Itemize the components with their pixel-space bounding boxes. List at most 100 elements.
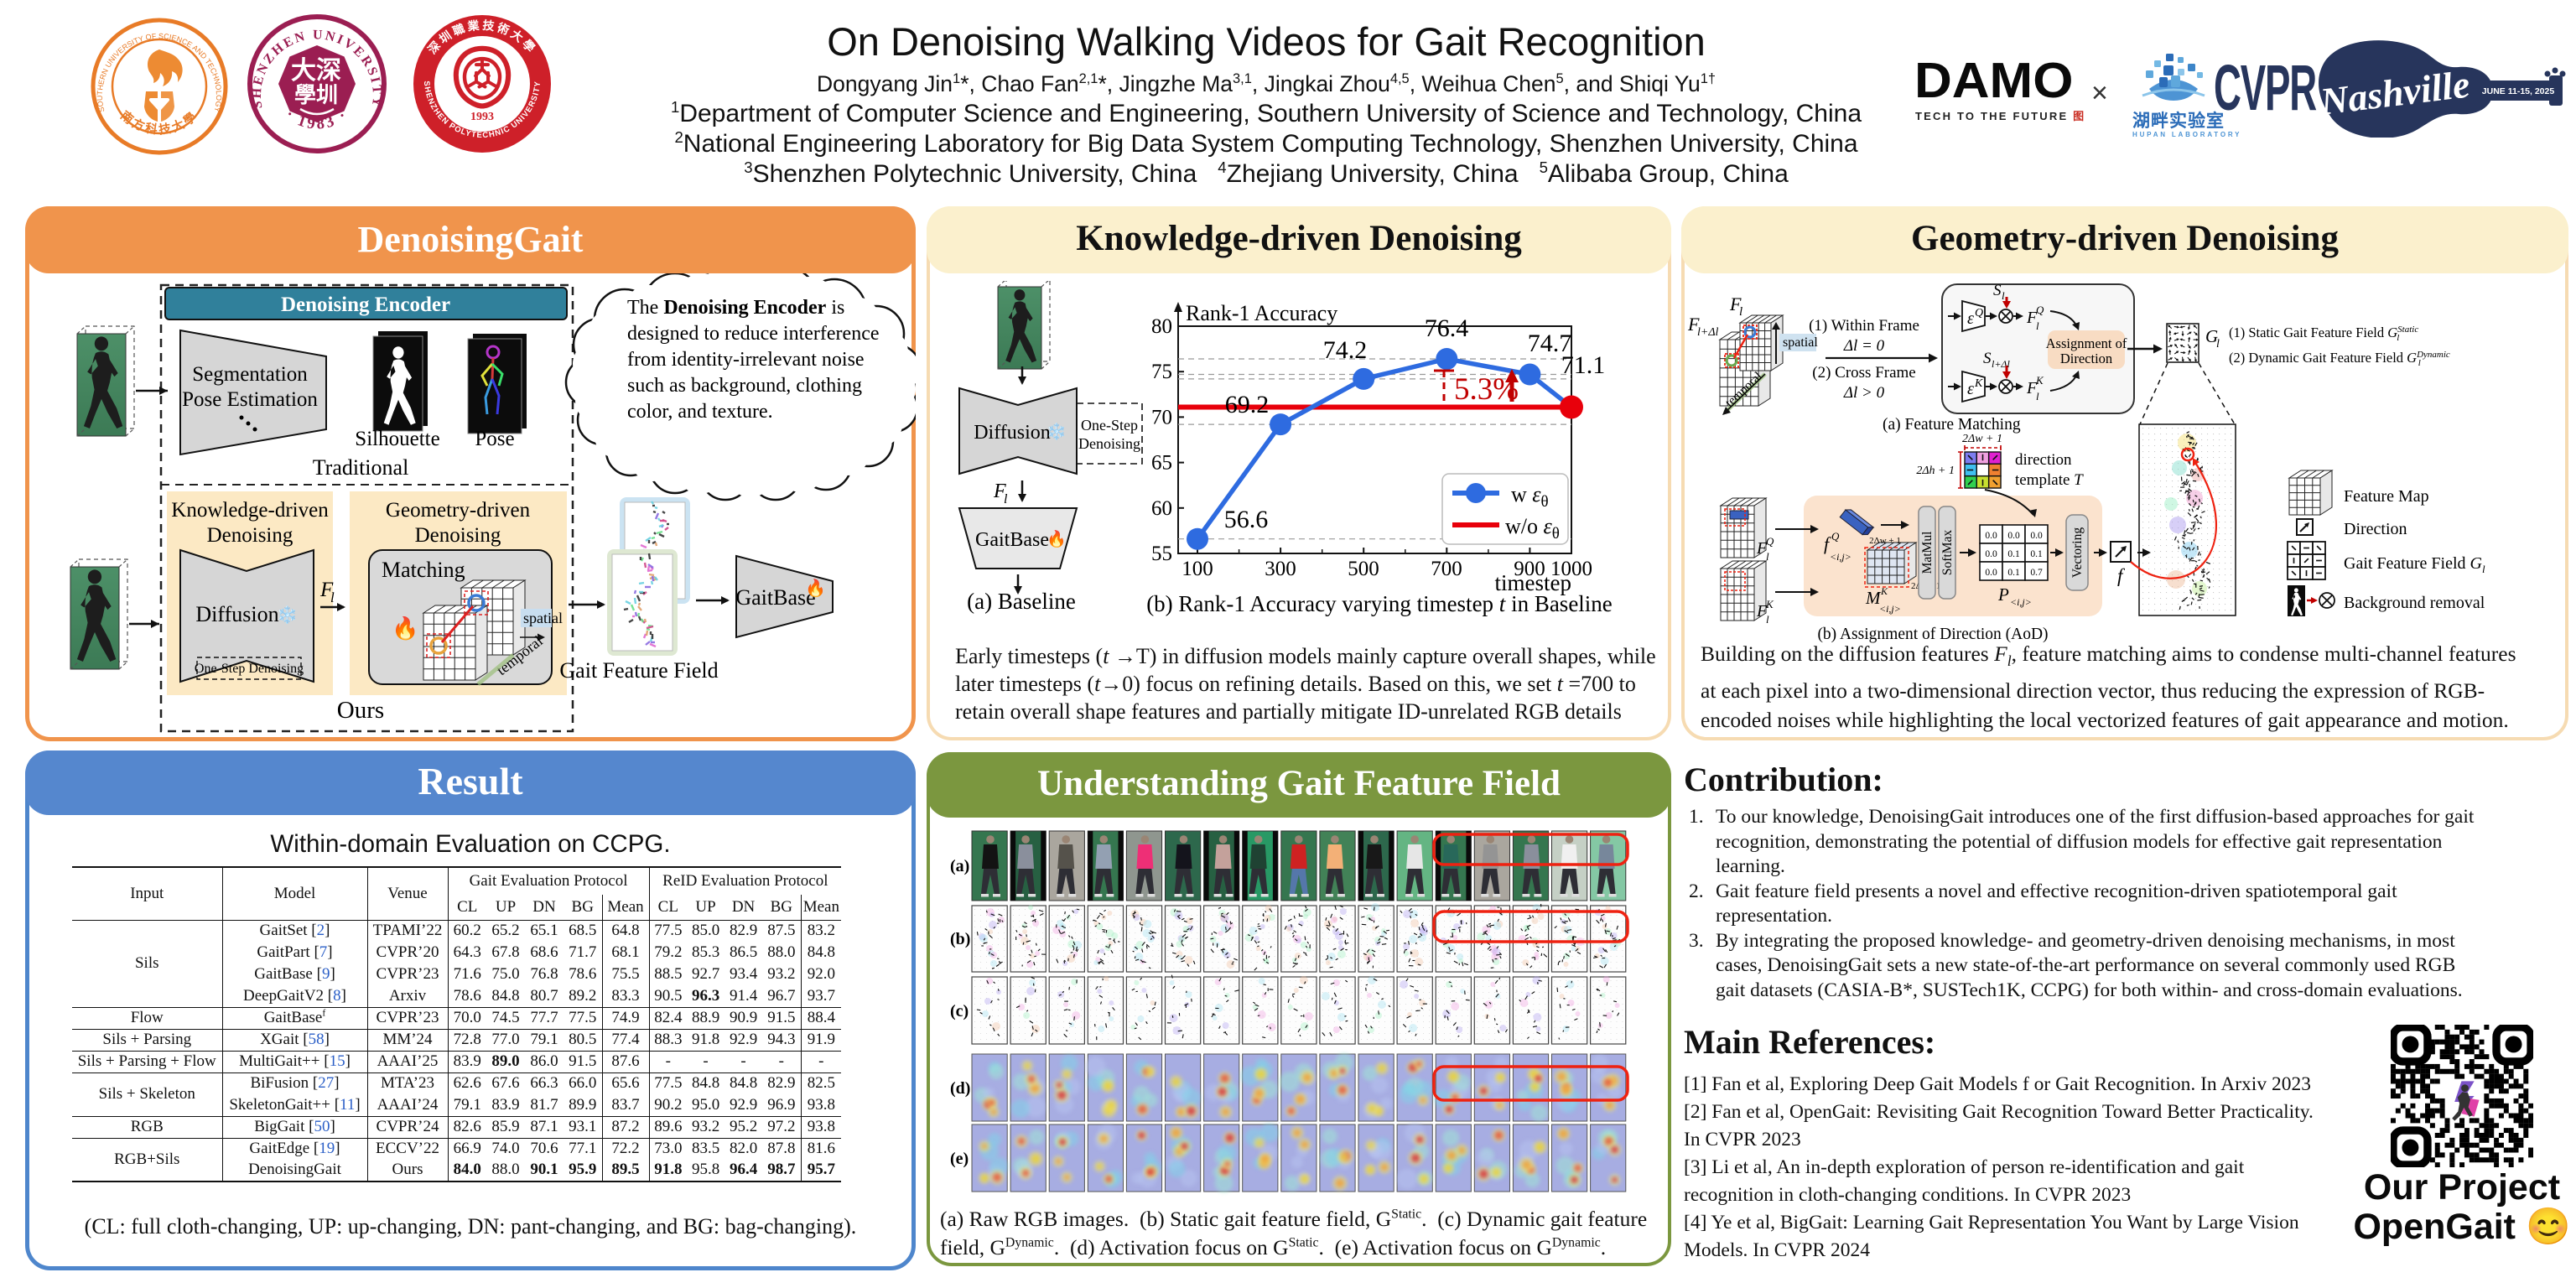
svg-text:timestep: timestep: [1495, 570, 1571, 595]
svg-text:<i,j>: <i,j>: [2010, 596, 2032, 608]
svg-text:Q: Q: [1831, 530, 1840, 543]
svg-text:700: 700: [1431, 558, 1462, 580]
svg-text:(b) Assignment of Direction (A: (b) Assignment of Direction (AoD): [1817, 626, 2048, 643]
svg-text:The Denoising Encoder is: The Denoising Encoder is: [627, 297, 844, 319]
svg-text:Δl > 0: Δl > 0: [1843, 384, 1885, 402]
svg-text:2Δw + 1: 2Δw + 1: [1962, 433, 2002, 445]
svg-text:Matching: Matching: [382, 558, 465, 582]
svg-text:l: l: [2002, 289, 2005, 302]
svg-text:l: l: [1004, 492, 1008, 506]
svg-text:大深: 大深: [291, 57, 341, 85]
svg-text:0.1: 0.1: [2007, 568, 2020, 578]
svg-text:P: P: [1997, 584, 2009, 605]
svg-text:<i,j>: <i,j>: [1830, 551, 1852, 563]
svg-text:F: F: [1729, 293, 1742, 314]
svg-text:0.7: 0.7: [2030, 568, 2043, 578]
svg-text:100: 100: [1182, 558, 1213, 580]
svg-text:Pose: Pose: [475, 428, 514, 450]
svg-text:F: F: [2026, 379, 2038, 397]
svg-text:80: 80: [1151, 315, 1172, 338]
svg-text:(e): (e): [950, 1150, 969, 1168]
svg-text:Δl = 0: Δl = 0: [1843, 337, 1885, 355]
svg-text:Rank-1 Accuracy: Rank-1 Accuracy: [1186, 301, 1337, 325]
svg-text:MatMul: MatMul: [1920, 532, 1935, 574]
svg-text:Gait Feature Field Gl: Gait Feature Field Gl: [2344, 554, 2485, 575]
svg-text:Traditional: Traditional: [313, 455, 409, 480]
svg-text:70: 70: [1151, 406, 1172, 428]
svg-text:Knowledge-driven: Knowledge-driven: [171, 499, 329, 522]
svg-text:(b): (b): [950, 930, 970, 948]
svg-text:76.4: 76.4: [1425, 314, 1469, 342]
svg-text:F: F: [319, 579, 334, 601]
svg-text:Denoising: Denoising: [207, 524, 293, 547]
svg-text:K: K: [2035, 374, 2044, 387]
svg-text:60: 60: [1151, 497, 1172, 520]
svg-text:w/o εθ: w/o εθ: [1505, 514, 1560, 543]
svg-text:Feature Map: Feature Map: [2344, 487, 2429, 506]
svg-text:Assignment of: Assignment of: [2046, 335, 2127, 351]
svg-text:Background removal: Background removal: [2344, 594, 2485, 612]
svg-text:F: F: [993, 480, 1006, 502]
svg-text:spatial: spatial: [523, 610, 563, 626]
svg-text:GaitBase: GaitBase: [975, 529, 1049, 551]
svg-text:l: l: [2036, 319, 2039, 332]
svg-text:Q: Q: [2036, 304, 2044, 316]
svg-text:0.0: 0.0: [1985, 531, 1997, 541]
svg-text:Silhouette: Silhouette: [355, 428, 439, 450]
svg-text:74.2: 74.2: [1323, 336, 1368, 364]
svg-text:One-Step Denoising: One-Step Denoising: [195, 662, 304, 676]
svg-text:(c): (c): [950, 1002, 969, 1021]
svg-text:0.1: 0.1: [2007, 549, 2020, 559]
svg-text:1000: 1000: [1550, 558, 1592, 580]
svg-text:<i,j>: <i,j>: [1879, 603, 1901, 615]
svg-text:2Δw + 1: 2Δw + 1: [1869, 536, 1901, 546]
svg-text:G: G: [2205, 326, 2218, 346]
svg-text:l: l: [1766, 613, 1769, 626]
svg-text:JUNE 11-15, 2025: JUNE 11-15, 2025: [2482, 86, 2555, 96]
svg-text:0.0: 0.0: [1985, 568, 1997, 578]
svg-text:F: F: [1756, 539, 1768, 558]
svg-text:ε: ε: [1967, 309, 1974, 328]
svg-text:from identity-irrelevant noise: from identity-irrelevant noise: [627, 349, 865, 371]
svg-text:One-Step: One-Step: [1081, 417, 1138, 434]
svg-text:🔥: 🔥: [392, 615, 418, 641]
svg-text:900: 900: [1514, 558, 1545, 580]
svg-text:f: f: [2117, 565, 2126, 586]
svg-text:Denoising Encoder: Denoising Encoder: [281, 293, 450, 316]
svg-text:2Δh + 1: 2Δh + 1: [1916, 465, 1955, 477]
svg-text:500: 500: [1348, 558, 1379, 580]
svg-text:l: l: [2216, 338, 2220, 351]
svg-text:Geometry-driven: Geometry-driven: [386, 499, 531, 522]
svg-text:Direction: Direction: [2060, 351, 2112, 366]
svg-text:Diffusion: Diffusion: [195, 602, 278, 626]
svg-text:❄️: ❄️: [1046, 422, 1067, 441]
svg-text:Pose Estimation: Pose Estimation: [182, 388, 318, 411]
svg-text:56.6: 56.6: [1224, 506, 1269, 533]
svg-text:Segmentation: Segmentation: [192, 363, 308, 386]
svg-text:S: S: [1983, 350, 1992, 367]
svg-text:GaitBase: GaitBase: [735, 585, 815, 610]
svg-text:l: l: [2036, 390, 2039, 402]
svg-text:❄️: ❄️: [277, 605, 298, 625]
svg-text:SoftMax: SoftMax: [1940, 530, 1955, 576]
svg-text:(2) Cross Frame: (2) Cross Frame: [1812, 364, 1915, 382]
svg-text:71.1: 71.1: [1561, 351, 1606, 379]
svg-text:Direction: Direction: [2344, 520, 2407, 538]
svg-text:S: S: [1993, 282, 2002, 299]
svg-text:🔥: 🔥: [1046, 529, 1067, 548]
svg-text:0.0: 0.0: [1985, 549, 1997, 559]
svg-text:75: 75: [1151, 361, 1172, 383]
svg-text:69.2: 69.2: [1225, 391, 1270, 418]
svg-text:(d): (d): [950, 1079, 970, 1098]
svg-text:學圳: 學圳: [294, 83, 338, 107]
svg-text:🔥: 🔥: [805, 578, 826, 598]
svg-text:(a) Feature Matching: (a) Feature Matching: [1883, 416, 2021, 434]
svg-text:ε: ε: [1967, 380, 1974, 398]
svg-text:(2) Dynamic Gait Feature Field: (2) Dynamic Gait Feature Field GDynamic l: [2229, 350, 2450, 368]
svg-text:K: K: [1974, 377, 1983, 390]
svg-text:designed to reduce interferenc: designed to reduce interference: [627, 323, 880, 345]
svg-text:M: M: [1865, 588, 1882, 608]
svg-text:1993: 1993: [470, 111, 494, 123]
svg-text:300: 300: [1265, 558, 1296, 580]
svg-text:template T: template T: [2015, 471, 2084, 489]
